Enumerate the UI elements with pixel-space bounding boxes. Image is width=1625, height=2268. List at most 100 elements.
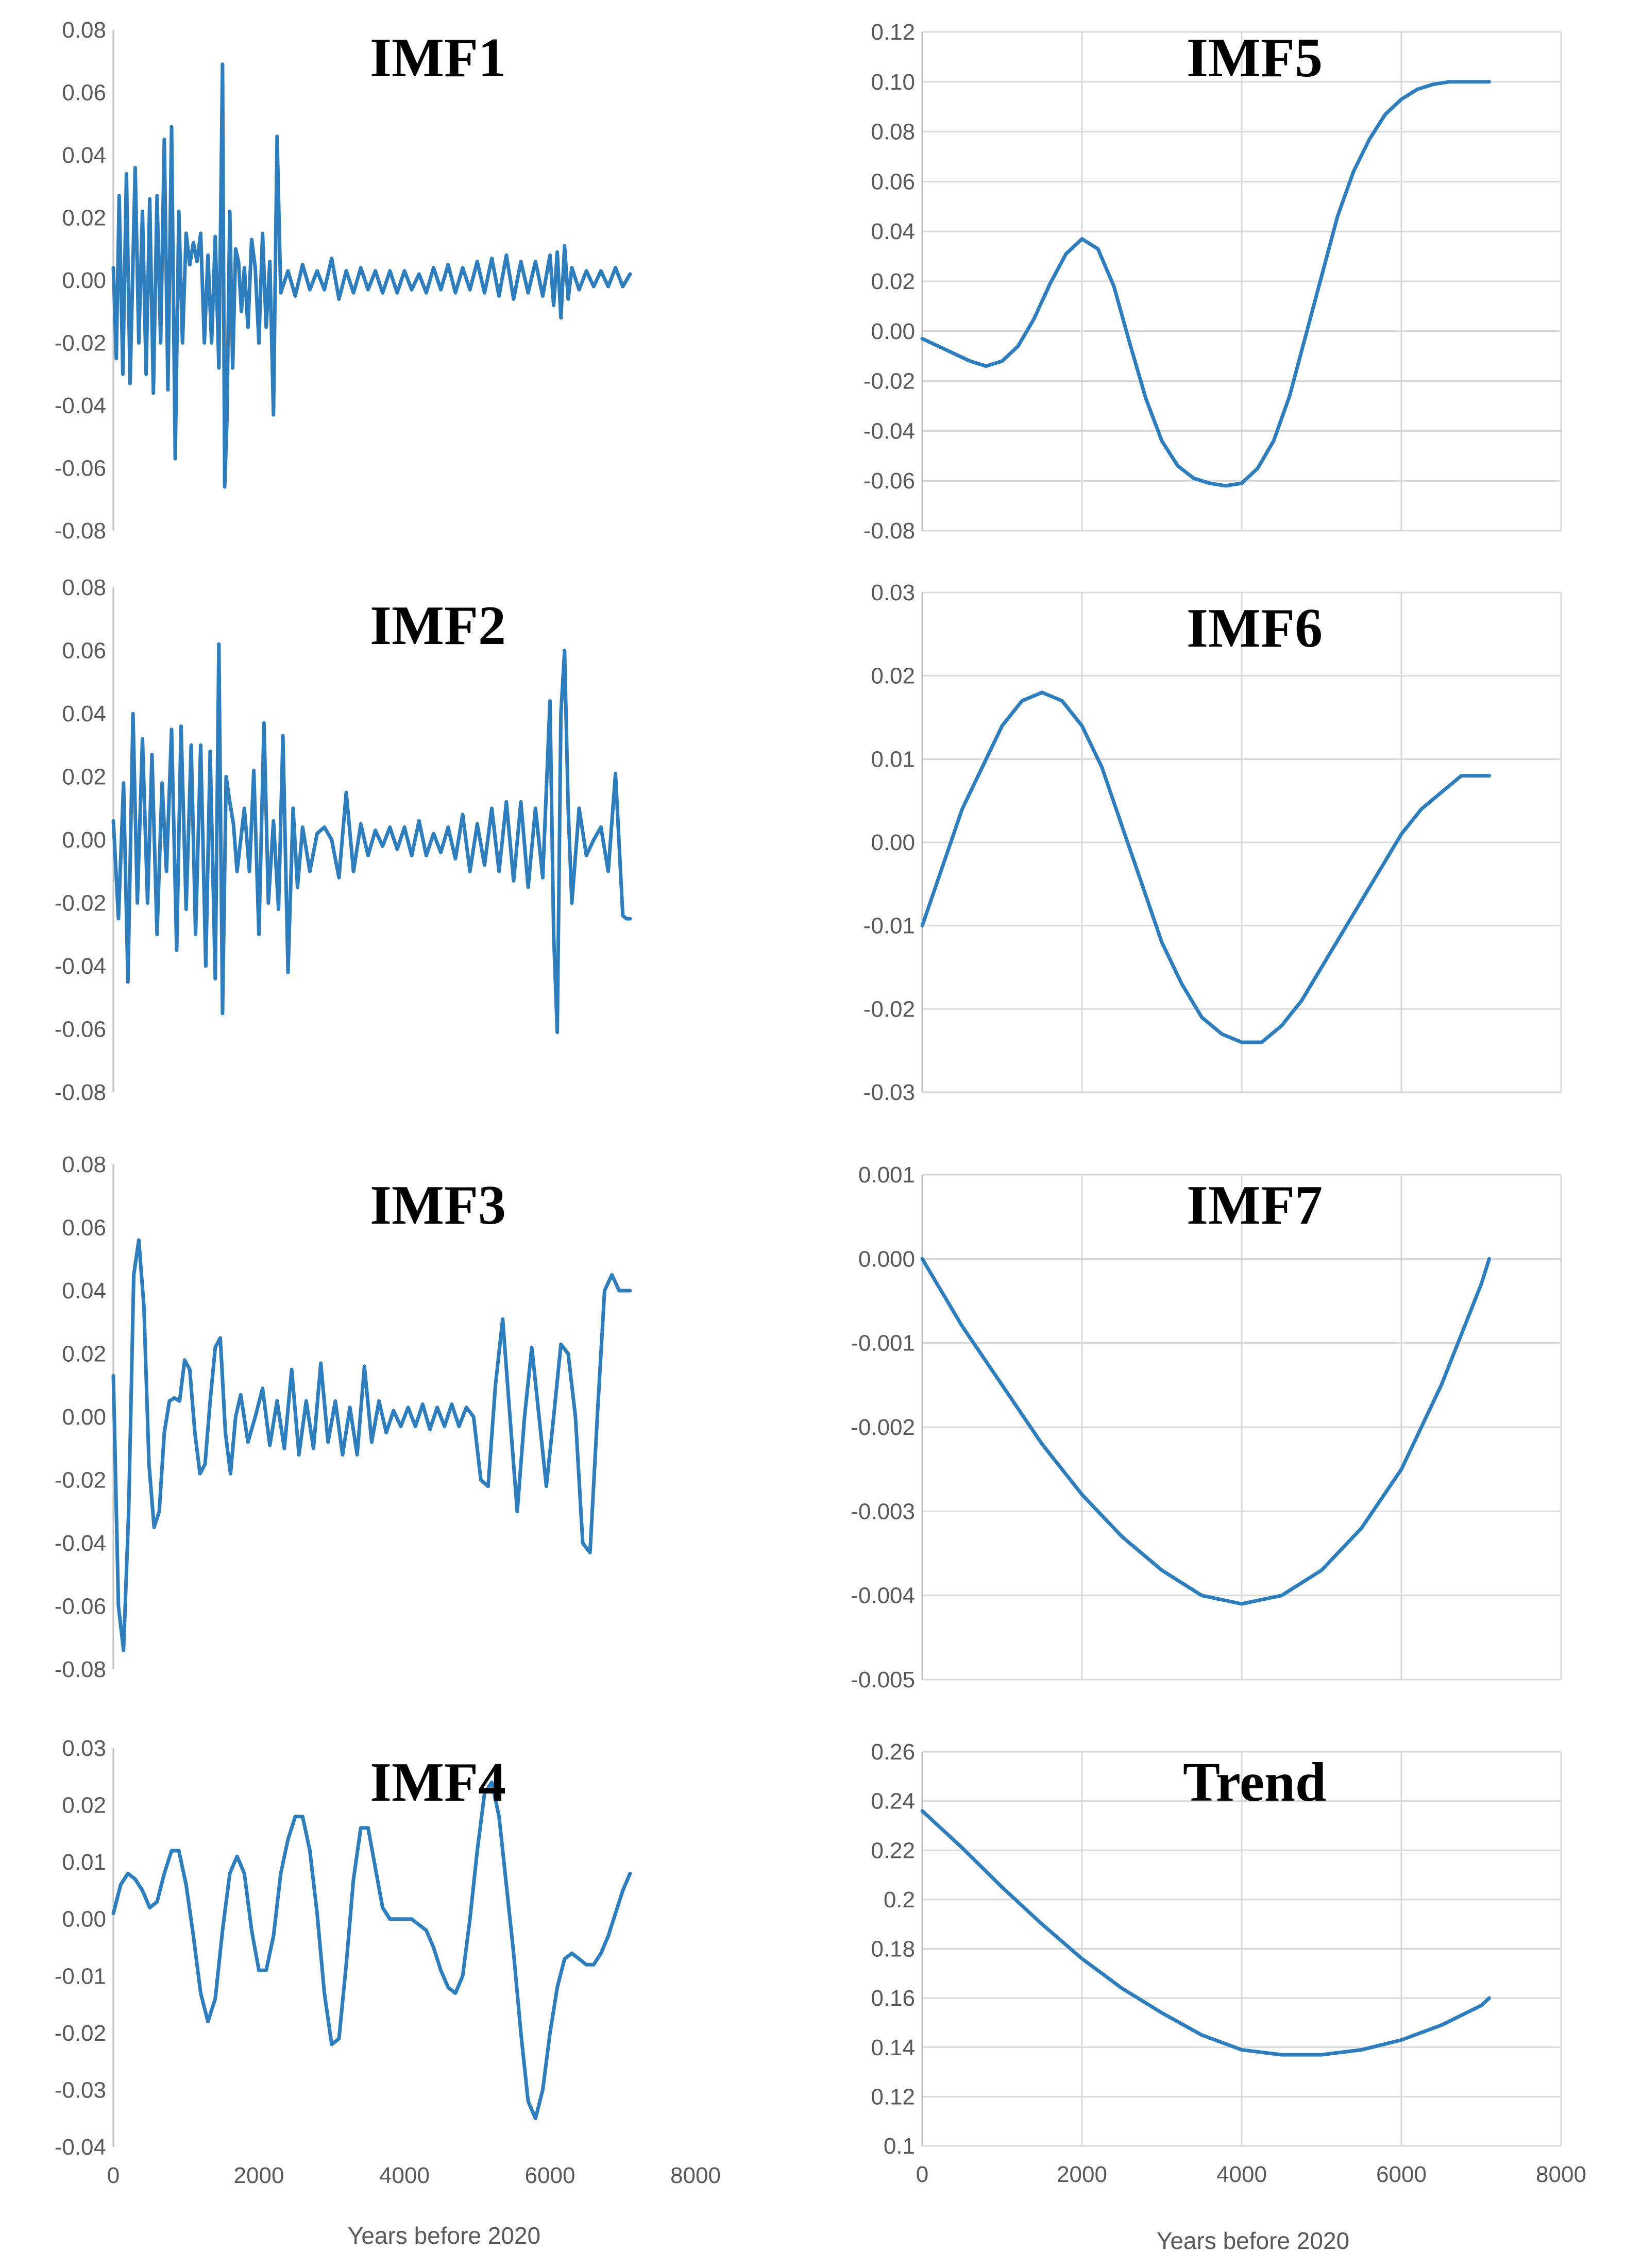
panel-imf7: 0.001 0.000 -0.001 -0.002 -0.003 -0.004 -0.005…: [851, 1162, 1562, 1692]
imf2-ytick-label: -0.04: [55, 954, 106, 979]
imf4-title: IMF4: [370, 1752, 506, 1813]
imf4-xtick-label: 6000: [525, 2163, 575, 2188]
imf2-ytick-label: 0.00: [62, 827, 106, 853]
trend-ytick-label: 0.12: [871, 2084, 915, 2109]
imf2-ytick-label: 0.08: [62, 575, 106, 600]
trend-xtick-label: 8000: [1536, 2162, 1586, 2187]
imf4-ytick-label: -0.01: [55, 1964, 106, 1989]
imf2-ytick-label: -0.02: [55, 891, 106, 916]
imf1-ytick-label: 0.02: [62, 206, 106, 231]
imf5-ytick-label: 0.04: [871, 219, 915, 244]
imf6-ytick-label: -0.01: [864, 913, 915, 939]
imf6-ytick-label: 0.01: [871, 747, 915, 772]
trend-ytick-label: 0.18: [871, 1937, 915, 1962]
imf7-ytick-label: -0.001: [851, 1331, 915, 1356]
imf1-ytick-label: 0.04: [62, 143, 106, 168]
trend-ytick-label: 0.14: [871, 2035, 915, 2060]
imf7-ytick-label: -0.004: [851, 1583, 915, 1609]
trend-ytick-label: 0.24: [871, 1789, 915, 1814]
trend-series-line: [920, 1809, 1491, 2057]
imf5-series-line: [920, 80, 1491, 488]
imf5-ytick-label: 0.02: [871, 269, 915, 294]
imf6-ytick-label: -0.02: [864, 996, 915, 1022]
imf3-title: IMF3: [370, 1175, 506, 1236]
imf4-series-line: [111, 1780, 632, 2121]
imf5-ytick-label: 0.08: [871, 120, 915, 145]
panel-imf1: 0.08 0.06 0.04 0.02 0.00 -0.02 -0.04 -0.06 -0.08…: [55, 18, 632, 544]
trend-xtick-label: 4000: [1216, 2162, 1267, 2187]
imf2-title: IMF2: [370, 595, 506, 656]
imf4-xtick-label: 4000: [379, 2163, 430, 2188]
imf4-xtick-label: 0: [107, 2163, 120, 2188]
imf4-ytick-label: -0.03: [55, 2077, 106, 2103]
imf4-ytick-label: 0.01: [62, 1850, 106, 1875]
imf3-ytick-label: 0.00: [62, 1404, 106, 1430]
imf2-ytick-label: -0.08: [55, 1080, 106, 1105]
trend-ytick-label: 0.22: [871, 1838, 915, 1863]
imf5-title: IMF5: [1187, 27, 1323, 89]
imf1-ytick-label: -0.02: [55, 331, 106, 356]
panel-trend: 0.26 0.24 0.22 0.2 0.18 0.16 0.14 0.12 0.10 2000 4…: [871, 1739, 1586, 2187]
imf1-ytick-label: 0.08: [62, 18, 106, 43]
trend-xtick-label: 0: [916, 2162, 928, 2187]
imf6-ytick-label: 0.03: [871, 580, 915, 605]
imf7-ytick-label: -0.005: [851, 1667, 915, 1692]
imf3-ytick-label: -0.06: [55, 1594, 106, 1619]
imf6-series-line: [920, 690, 1491, 1044]
imf5-ytick-label: -0.06: [864, 468, 915, 494]
imf3-ytick-label: 0.08: [62, 1152, 106, 1177]
imf6-ytick-label: -0.03: [864, 1080, 915, 1105]
panel-imf6: 0.03 0.02 0.01 0.00 -0.01 -0.02 -0.03 IMF6: [864, 580, 1562, 1105]
trend-ytick-label: 0.1: [884, 2134, 915, 2159]
imf2-ytick-label: 0.06: [62, 638, 106, 664]
imf2-ytick-label: 0.04: [62, 701, 106, 726]
imf1-title: IMF1: [370, 27, 506, 89]
trend-ytick-label: 0.2: [884, 1887, 915, 1912]
imf7-ytick-label: -0.003: [851, 1499, 915, 1524]
imf5-ytick-label: -0.04: [864, 418, 915, 444]
imf7-series-line: [920, 1257, 1491, 1606]
imf3-ytick-label: -0.02: [55, 1468, 106, 1493]
trend-xtick-label: 2000: [1057, 2162, 1107, 2187]
panel-imf3: 0.08 0.06 0.04 0.02 0.00 -0.02 -0.04 -0.06 -0.08…: [55, 1152, 632, 1682]
imf2-ytick-label: -0.06: [55, 1017, 106, 1042]
x-axis-label-right: Years before 2020: [1157, 2227, 1349, 2254]
imf4-ytick-label: 0.03: [62, 1736, 106, 1761]
imf5-ytick-label: 0.10: [871, 70, 915, 95]
imf3-series-line: [111, 1238, 632, 1652]
trend-ytick-label: 0.16: [871, 1986, 915, 2011]
trend-xtick-label: 6000: [1376, 2162, 1427, 2187]
imf5-ytick-label: 0.00: [871, 319, 915, 344]
imf4-ytick-label: -0.02: [55, 2021, 106, 2046]
imf6-ytick-label: 0.00: [871, 830, 915, 855]
imf6-ytick-label: 0.02: [871, 664, 915, 689]
imf1-ytick-label: -0.04: [55, 393, 106, 418]
imf1-ytick-label: -0.06: [55, 456, 106, 481]
imf5-ytick-label: 0.06: [871, 169, 915, 194]
imf7-title: IMF7: [1187, 1175, 1323, 1236]
imf5-ytick-label: -0.08: [864, 518, 915, 544]
imf1-ytick-label: 0.06: [62, 80, 106, 106]
imf1-ytick-label: 0.00: [62, 268, 106, 293]
imf5-ytick-label: 0.12: [871, 20, 915, 45]
imf3-ytick-label: 0.04: [62, 1278, 106, 1304]
imf2-series-line: [111, 642, 632, 1035]
imf1-ytick-label: -0.08: [55, 518, 106, 544]
imf7-ytick-label: 0.000: [858, 1246, 915, 1272]
trend-ytick-label: 0.26: [871, 1739, 915, 1765]
imf4-xtick-label: 8000: [670, 2163, 721, 2188]
imf5-ytick-label: -0.02: [864, 369, 915, 394]
panel-imf5: 0.12 0.10 0.08 0.06 0.04 0.02 0.00 -0.02 -0.04 -0…: [864, 20, 1562, 544]
trend-title: Trend: [1183, 1752, 1326, 1813]
imf3-ytick-label: -0.04: [55, 1531, 106, 1556]
panel-imf4: 0.03 0.02 0.01 0.00 -0.01 -0.02 -0.03 -0.040 200…: [55, 1736, 721, 2188]
imf6-title: IMF6: [1187, 598, 1323, 659]
imf4-ytick-label: 0.00: [62, 1907, 106, 1932]
imf7-ytick-label: -0.002: [851, 1415, 915, 1440]
imf4-ytick-label: -0.04: [55, 2135, 106, 2160]
imf3-ytick-label: 0.02: [62, 1342, 106, 1367]
imf1-series-line: [111, 62, 632, 489]
imf4-xtick-label: 2000: [234, 2163, 284, 2188]
panel-imf2: 0.08 0.06 0.04 0.02 0.00 -0.02 -0.04 -0.06 -0.08…: [55, 575, 632, 1105]
